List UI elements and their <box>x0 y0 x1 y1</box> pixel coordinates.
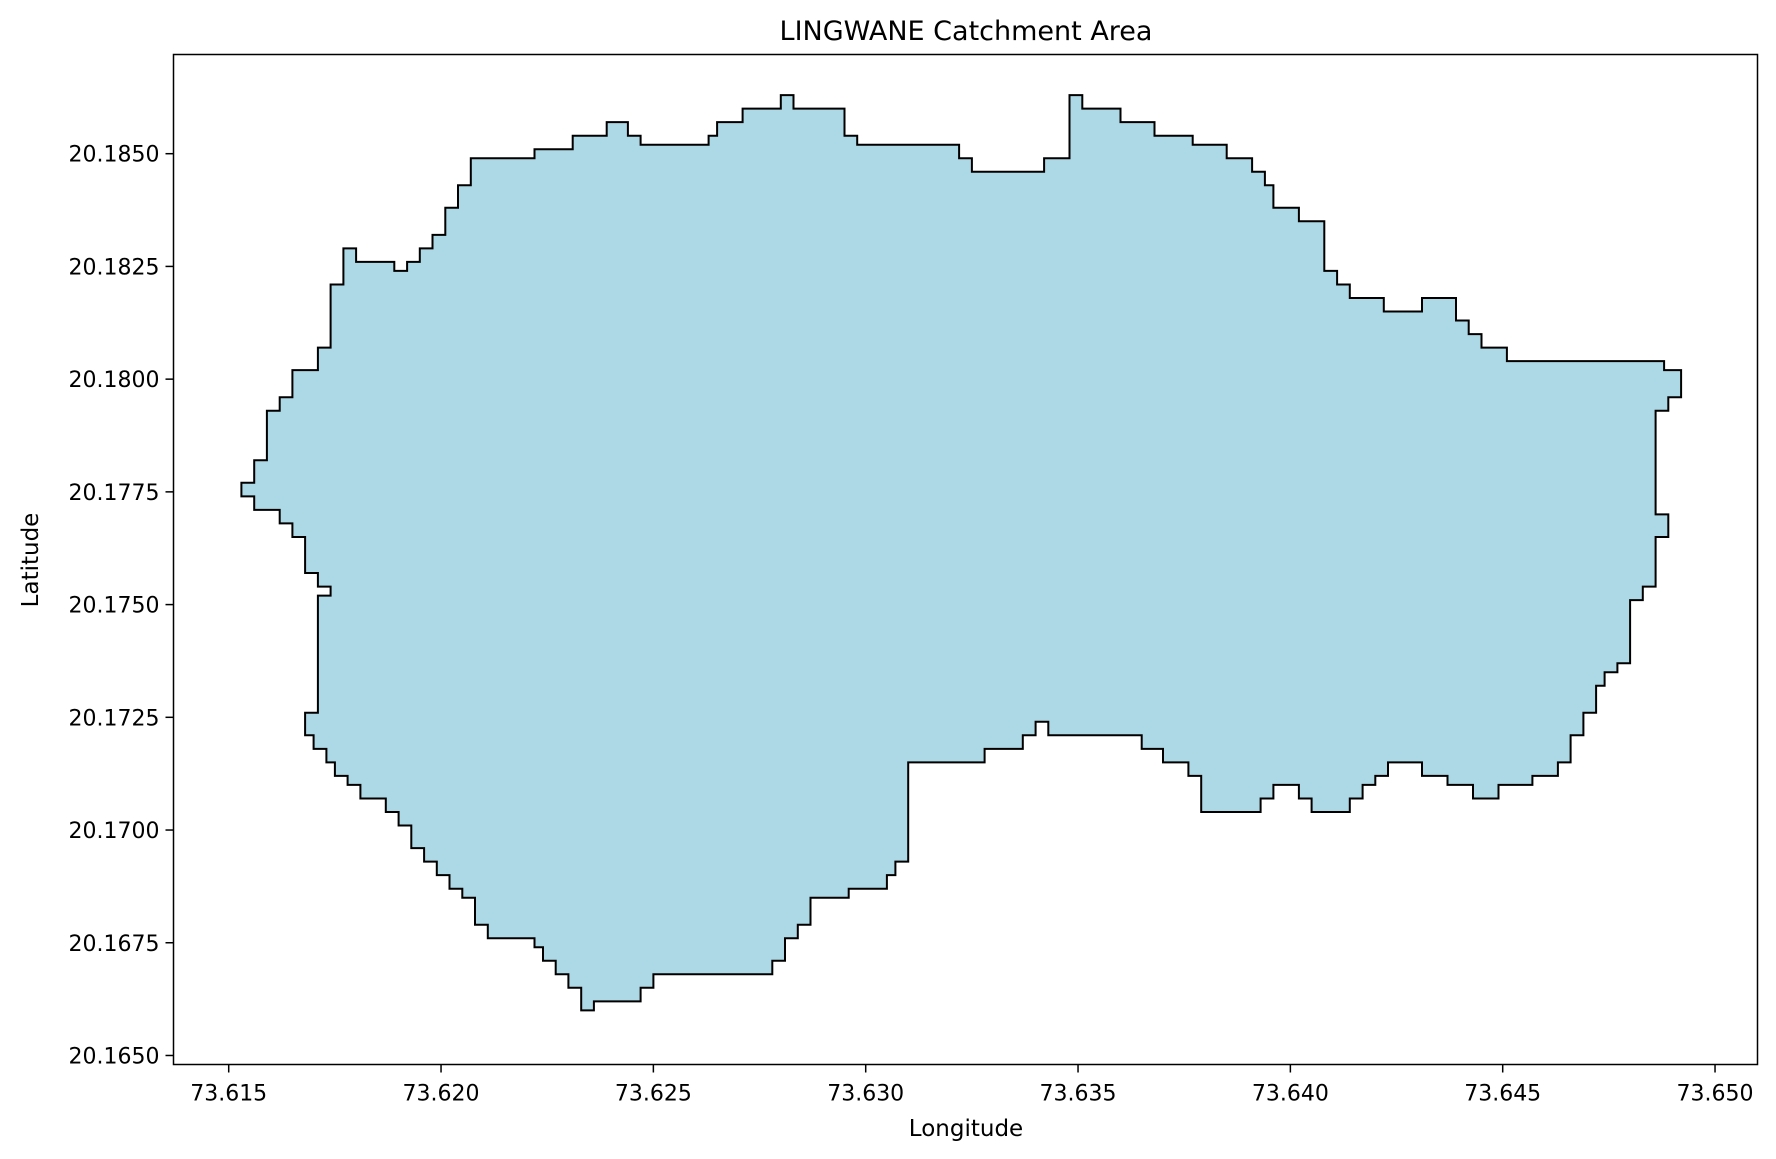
x-tick-label: 73.630 <box>827 1082 904 1107</box>
x-axis-ticks: 73.615 73.620 73.625 73.630 73.635 73.640 73.6… <box>190 1064 1754 1107</box>
y-axis-label: Latitude <box>18 513 44 608</box>
y-tick-label: 20.1700 <box>69 819 160 844</box>
x-tick-label: 73.615 <box>190 1082 267 1107</box>
catchment-polygon <box>240 94 1683 1012</box>
y-tick-label: 20.1800 <box>69 368 160 393</box>
x-tick-label: 73.625 <box>615 1082 692 1107</box>
x-tick-label: 73.635 <box>1040 1082 1117 1107</box>
y-tick-label: 20.1750 <box>69 594 160 619</box>
x-tick-label: 73.620 <box>403 1082 480 1107</box>
y-tick-label: 20.1725 <box>69 706 160 731</box>
x-tick-label: 73.640 <box>1252 1082 1329 1107</box>
y-axis-ticks: 20.1650 20.1675 20.1700 20.1725 20.1750 20.17… <box>69 143 174 1069</box>
y-tick-label: 20.1775 <box>69 481 160 506</box>
x-tick-label: 73.645 <box>1464 1082 1541 1107</box>
y-tick-label: 20.1850 <box>69 143 160 168</box>
plot-frame <box>172 53 1759 1066</box>
y-tick-label: 20.1825 <box>69 255 160 280</box>
x-tick-label: 73.650 <box>1677 1082 1754 1107</box>
y-tick-label: 20.1675 <box>69 932 160 957</box>
y-tick-label: 20.1650 <box>69 1044 160 1069</box>
chart-title: LINGWANE Catchment Area <box>780 16 1153 47</box>
x-axis-label: Longitude <box>909 1116 1023 1142</box>
